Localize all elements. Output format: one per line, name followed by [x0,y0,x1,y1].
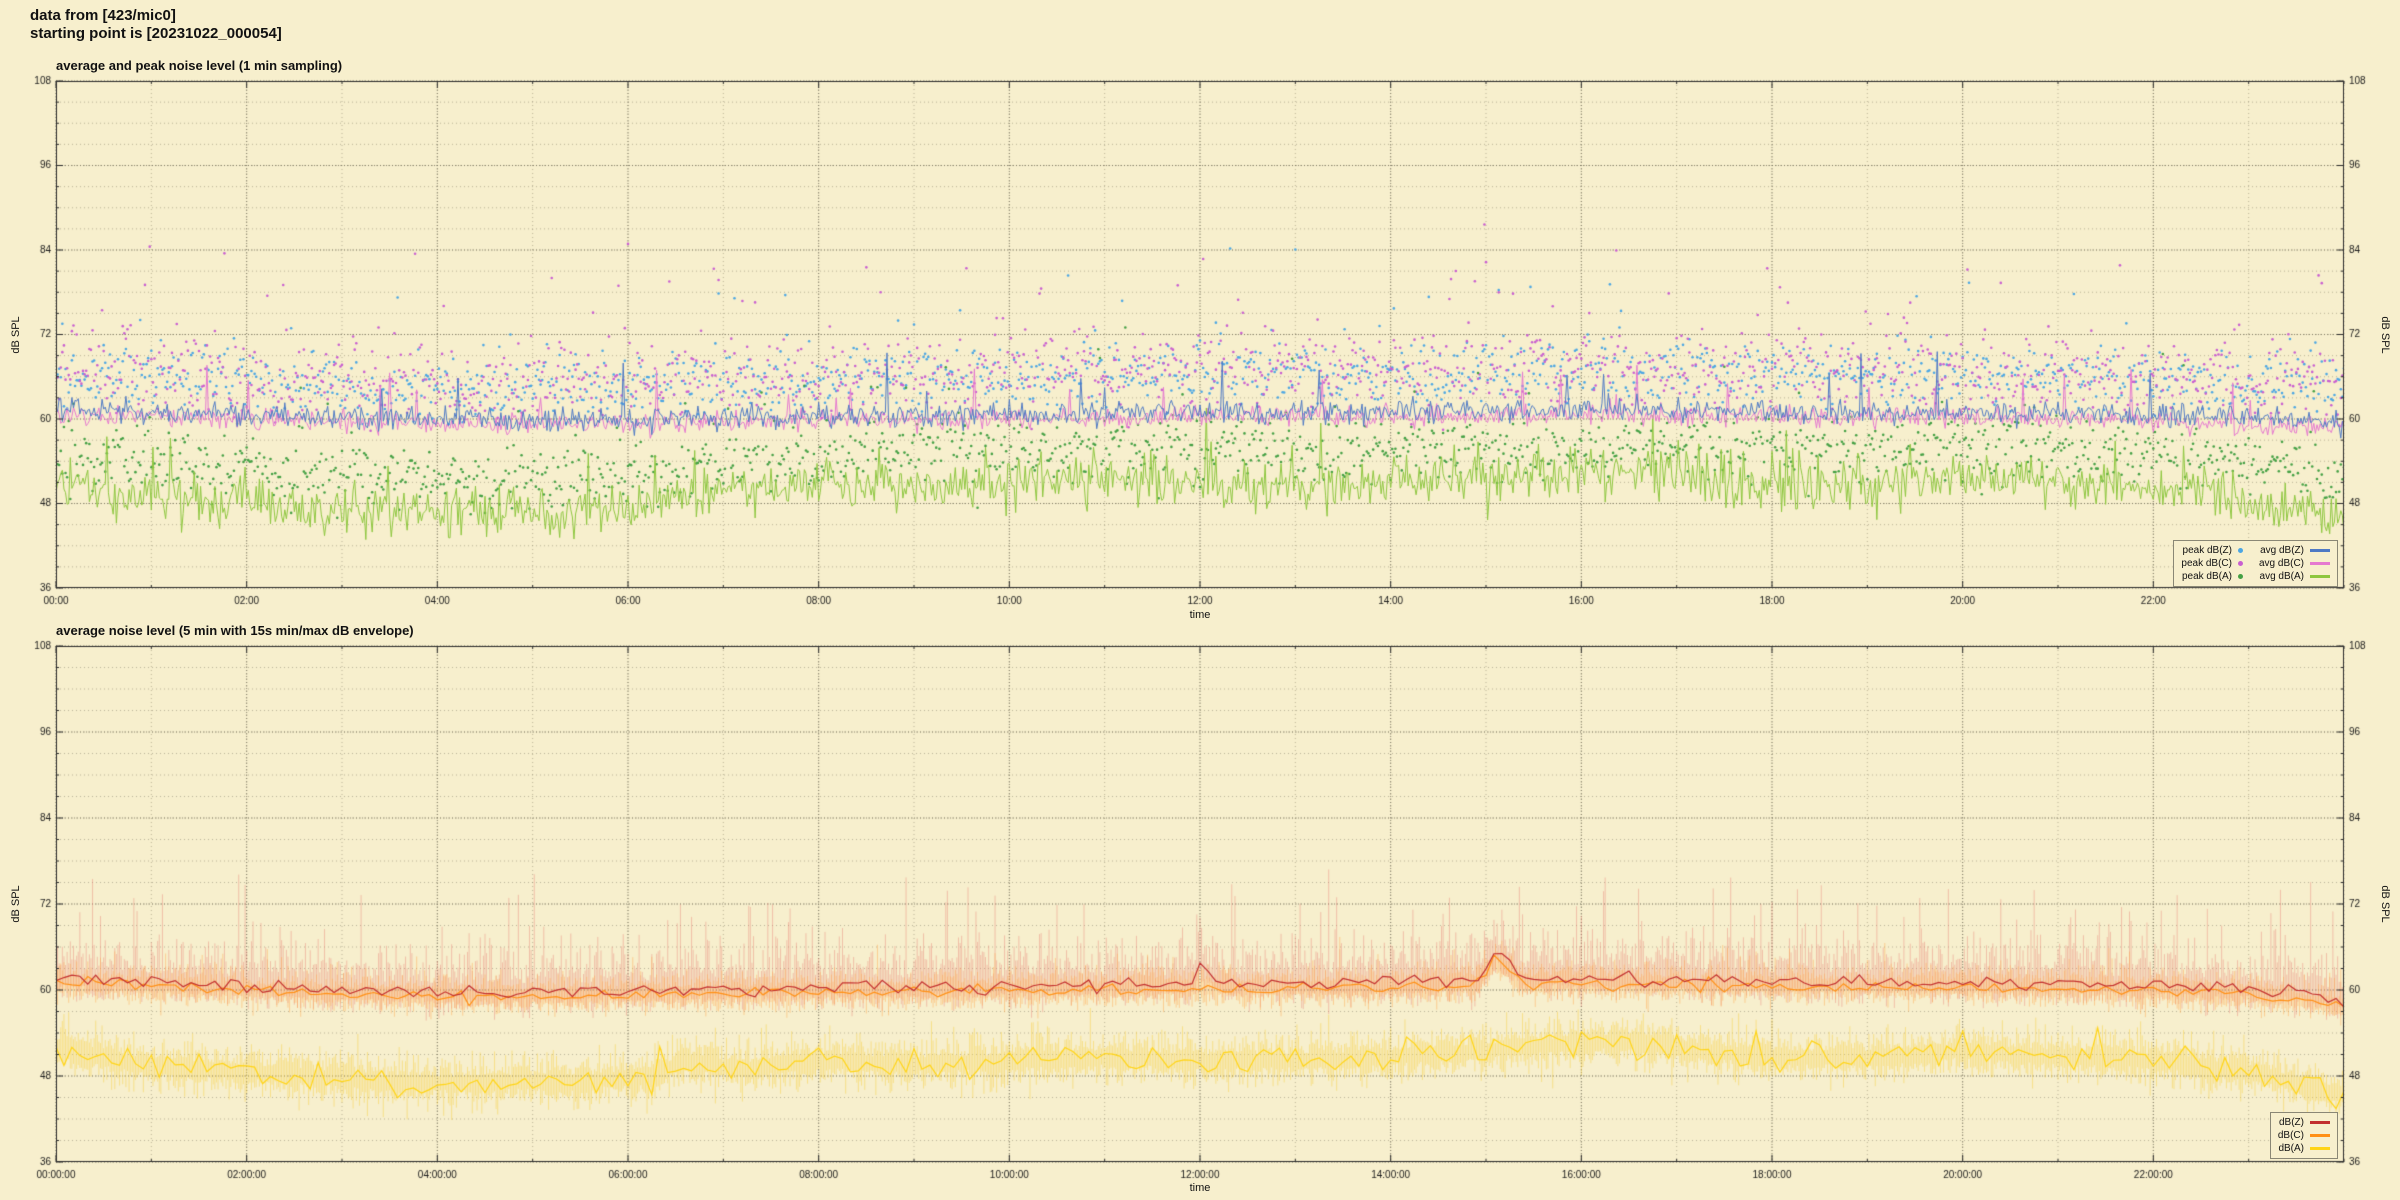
chart1-legend: peak dB(Z) peak dB(C) peak dB(A) avg dB(… [2173,540,2338,587]
legend-entry: dB(A) [2278,1142,2330,1155]
chart1-xaxis-label: time [1189,609,1211,621]
avg-dbc-line-icon [2310,562,2330,565]
legend-avg-dba-label: avg dB(A) [2259,571,2304,582]
legend-entry: peak dB(A) [2181,570,2243,583]
legend-entry: avg dB(C) [2259,557,2330,570]
avg-dbz-line-icon [2310,549,2330,552]
dbz-line-icon [2310,1121,2330,1124]
legend-dbz-label: dB(Z) [2279,1117,2304,1128]
legend-entry: peak dB(Z) [2181,544,2243,557]
legend-dbc-label: dB(C) [2277,1130,2304,1141]
legend-dba-label: dB(A) [2278,1143,2304,1154]
legend-entry: avg dB(A) [2259,570,2330,583]
legend-peak-dbz-label: peak dB(Z) [2182,545,2232,556]
legend-entry: dB(Z) [2278,1116,2330,1129]
chart1-legend-peak-column: peak dB(Z) peak dB(C) peak dB(A) [2181,544,2243,583]
legend-peak-dbc-label: peak dB(C) [2181,558,2232,569]
chart2-legend-column: dB(Z) dB(C) dB(A) [2278,1116,2330,1155]
chart1-legend-avg-column: avg dB(Z) avg dB(C) avg dB(A) [2259,544,2330,583]
chart1-yaxis-label-left: dB SPL [10,316,22,354]
peak-dba-dot-icon [2237,574,2243,579]
peak-dbc-dot-icon [2237,561,2243,566]
dba-line-icon [2310,1147,2330,1150]
legend-avg-dbc-label: avg dB(C) [2258,558,2304,569]
legend-peak-dba-label: peak dB(A) [2181,571,2232,582]
chart1-title: average and peak noise level (1 min samp… [56,58,343,73]
legend-entry: peak dB(C) [2181,557,2243,570]
header-line1: data from [423/mic0] [30,7,176,24]
legend-avg-dbz-label: avg dB(Z) [2260,545,2304,556]
header-line2: starting point is [20231022_000054] [30,25,282,42]
legend-entry: dB(C) [2278,1129,2330,1142]
dbc-line-icon [2310,1134,2330,1137]
chart1-yaxis-label-right: dB SPL [2379,316,2391,354]
chart2-title: average noise level (5 min with 15s min/… [56,623,414,638]
avg-dba-line-icon [2310,575,2330,578]
chart2-yaxis-label-right: dB SPL [2379,885,2391,923]
chart2-legend: dB(Z) dB(C) dB(A) [2269,1112,2338,1159]
chart2-xaxis-label: time [1189,1182,1211,1194]
chart2-yaxis-label-left: dB SPL [10,885,22,923]
peak-dbz-dot-icon [2237,548,2243,553]
legend-entry: avg dB(Z) [2259,544,2330,557]
